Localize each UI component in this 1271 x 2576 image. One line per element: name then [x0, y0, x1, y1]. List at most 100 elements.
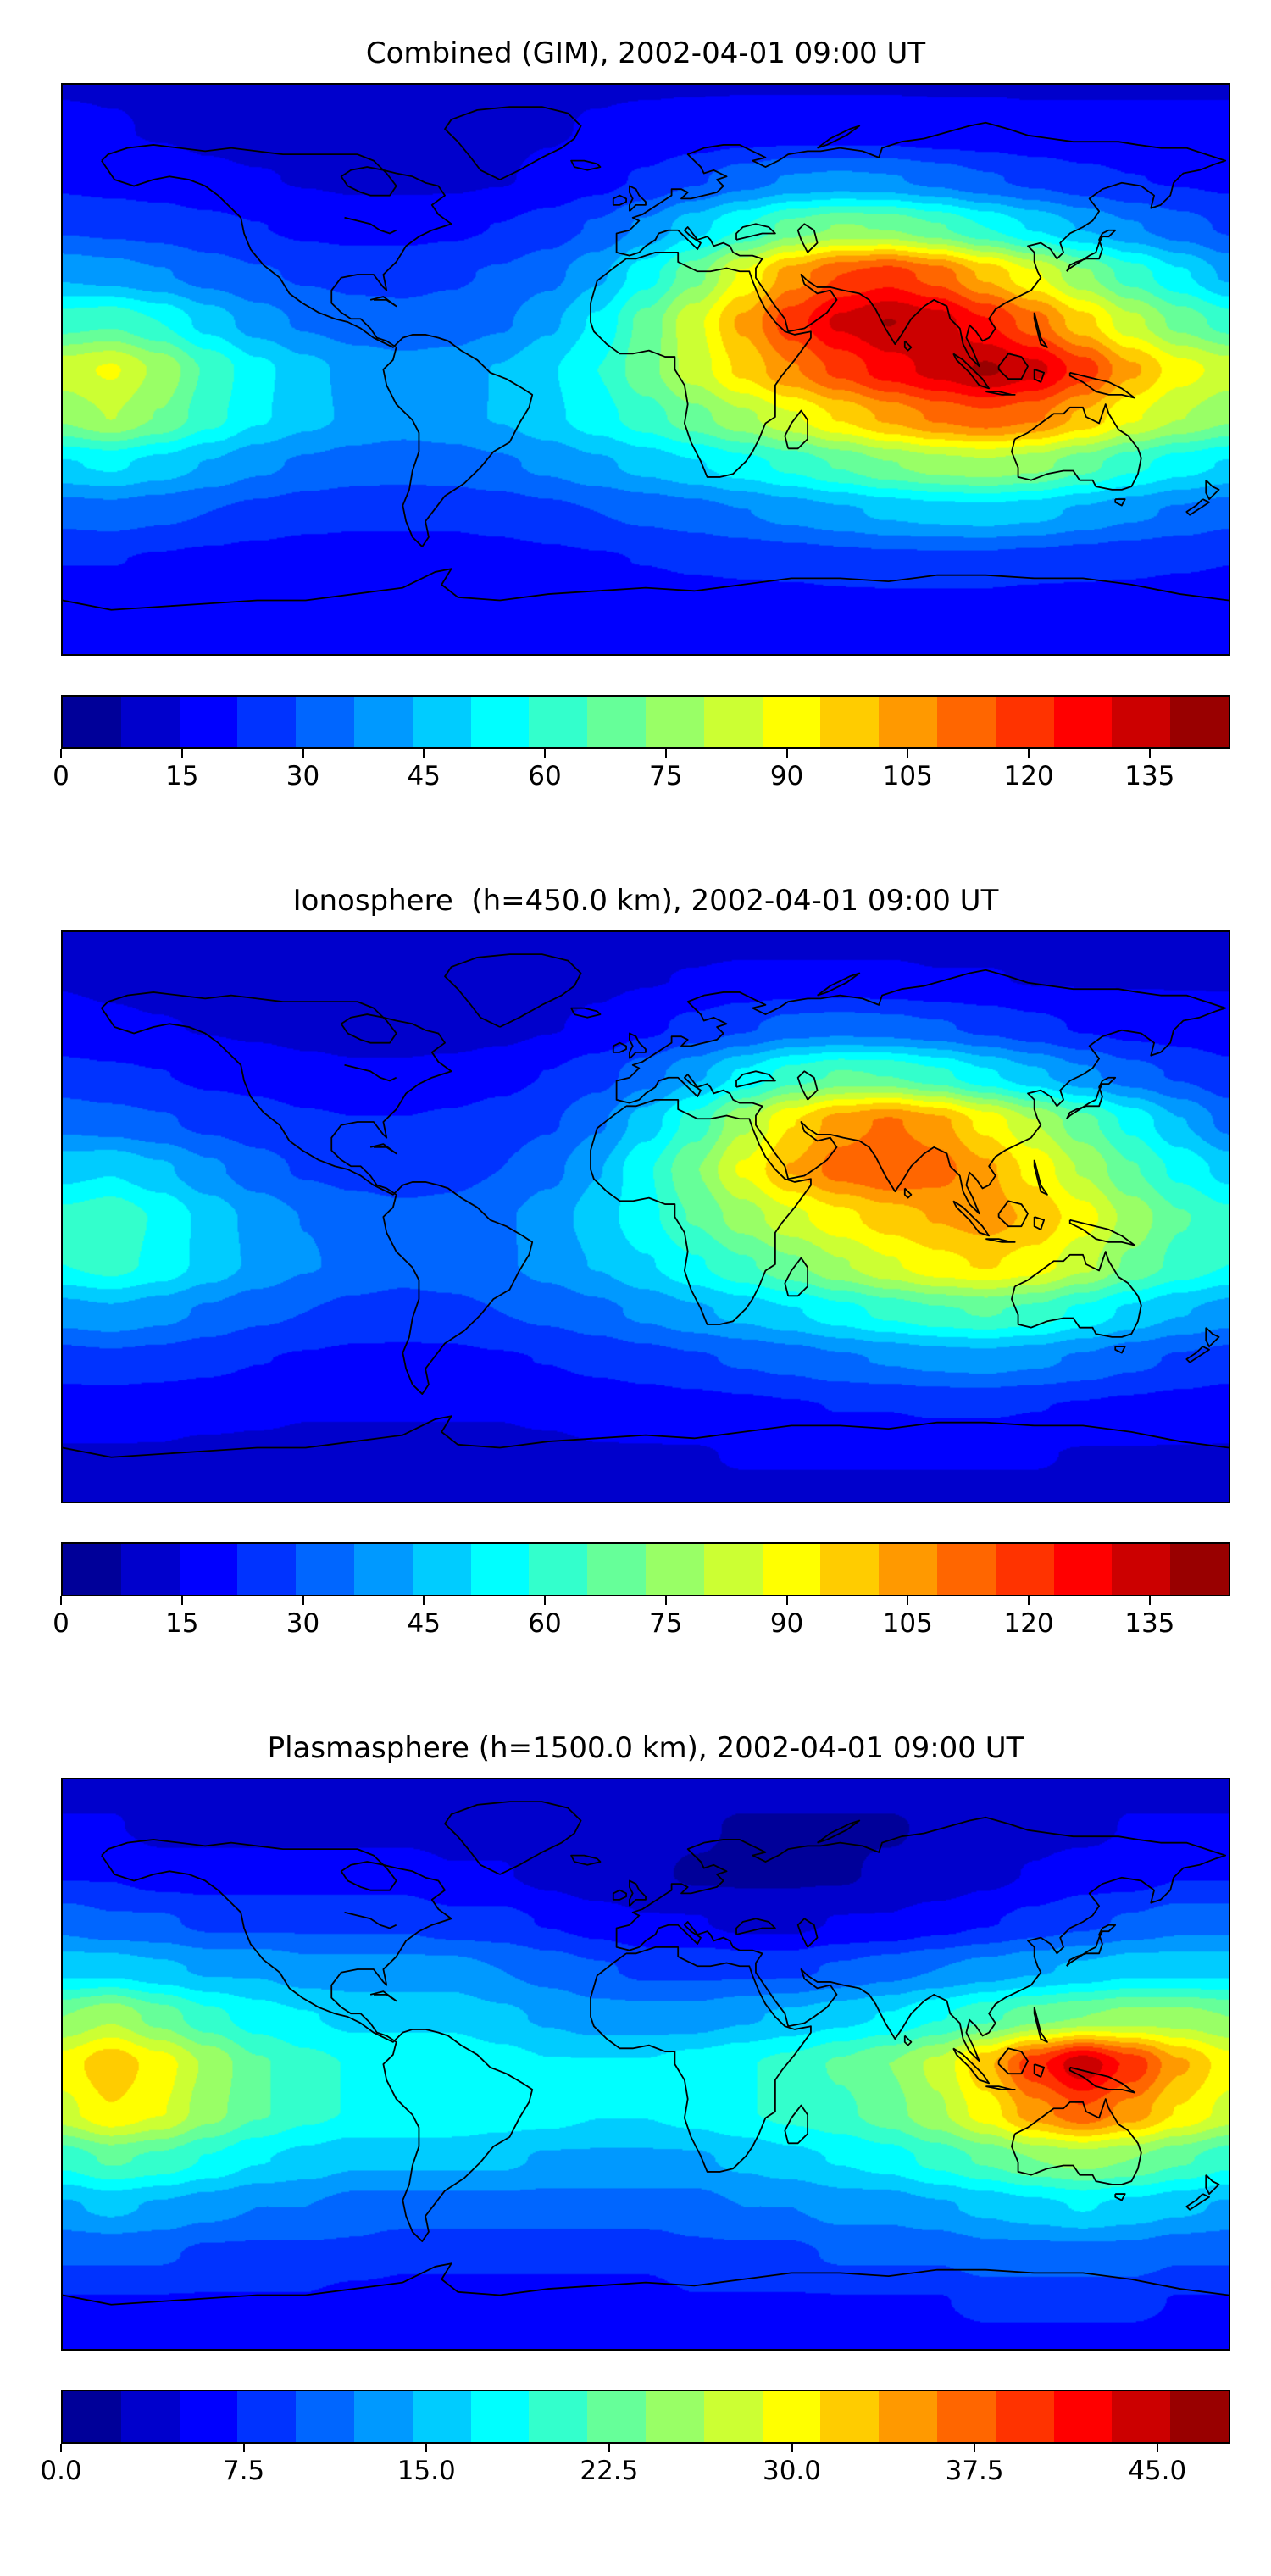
coastline-path: [1035, 1217, 1044, 1230]
colorbar-segment: [470, 1544, 530, 1595]
coastline-path: [1186, 2194, 1209, 2210]
colorbar-segment: [762, 1544, 821, 1595]
colorbar-segment: [645, 2391, 704, 2442]
colorbar-segment: [820, 1544, 880, 1595]
colorbar-tick-mark: [791, 2444, 793, 2452]
colorbar-segment: [1053, 1544, 1113, 1595]
colorbar-tick-mark: [1028, 1596, 1030, 1605]
coastline-path: [736, 1918, 775, 1935]
coastline-path: [571, 1008, 600, 1018]
coastline-path: [1206, 2175, 1218, 2194]
coastline-path: [630, 1033, 646, 1058]
colorbar-tick-mark: [1028, 749, 1030, 758]
coastline-path: [1206, 480, 1218, 499]
colorbar-segment: [762, 2391, 821, 2442]
colorbar-segment: [587, 2391, 646, 2442]
colorbar-tick-label: 15.0: [397, 2456, 456, 2486]
coastline-path: [1206, 1328, 1218, 1346]
coastline-path: [345, 1913, 397, 1929]
colorbar-segment: [63, 2391, 121, 2442]
colorbar-tick-mark: [180, 749, 183, 758]
colorbar-tick-mark: [544, 1596, 547, 1605]
coastline-path: [985, 1239, 1014, 1242]
coastline-path: [1070, 1220, 1135, 1246]
colorbar-area-ionosphere: 0 15 30 45 60 75 90 105 120 135: [53, 1542, 1230, 1644]
coastline-path: [370, 1991, 397, 2001]
coastline-path: [370, 297, 397, 306]
coastline-path: [630, 186, 646, 211]
colorbar-tick-label: 75: [649, 761, 683, 791]
colorbar-segment: [470, 697, 530, 747]
coastline-path: [1035, 2007, 1047, 2042]
coastline-path: [1012, 2099, 1141, 2185]
colorbar-segment: [1112, 1544, 1171, 1595]
colorbar-segment: [296, 697, 354, 747]
colorbar-tick-label: 105: [882, 1608, 933, 1639]
colorbar-segment: [936, 1544, 996, 1595]
map-plasmasphere: [61, 1778, 1230, 2351]
colorbar-segment: [529, 697, 588, 747]
colorbar-tick-mark: [60, 1596, 62, 1605]
colorbar-tick-mark: [785, 749, 788, 758]
colorbar-ticks-combined: 0 15 30 45 60 75 90 105 120 135: [53, 749, 1230, 797]
colorbar-tick-label: 0: [53, 1608, 69, 1639]
coastline-path: [999, 2048, 1028, 2074]
colorbar-tick-mark: [242, 2444, 245, 2452]
coastline-path: [1070, 373, 1135, 398]
colorbar-tick-mark: [302, 749, 304, 758]
coastline-path: [1115, 1346, 1124, 1352]
colorbar-segment: [296, 1544, 354, 1595]
colorbar-segment: [529, 1544, 588, 1595]
colorbar-tick-mark: [60, 2444, 62, 2452]
coastline-path: [630, 1880, 646, 1906]
coastline-path: [617, 123, 1226, 366]
coastline-path: [445, 1802, 581, 1874]
colorbar-segment: [936, 697, 996, 747]
colorbar-segment: [1053, 697, 1113, 747]
colorbar-segment: [353, 2391, 413, 2442]
coastline-path: [63, 569, 1229, 610]
panel-combined-title: Combined (GIM), 2002-04-01 09:00 UT: [365, 36, 926, 70]
colorbar-tick-label: 15: [165, 761, 199, 791]
colorbar-segment: [237, 2391, 297, 2442]
colorbar-segment: [703, 2391, 763, 2442]
colorbar-segment: [412, 697, 471, 747]
coastline-path: [1067, 1078, 1115, 1119]
colorbar-segment: [353, 1544, 413, 1595]
colorbar-segment: [995, 697, 1054, 747]
coastline-path: [905, 341, 912, 350]
colorbar-tick-label: 22.5: [580, 2456, 639, 2486]
coastline-path: [1067, 1925, 1115, 1967]
colorbar-segment: [645, 697, 704, 747]
colorbar-tick-label: 120: [1003, 761, 1054, 791]
colorbar-tick-label: 75: [649, 1608, 683, 1639]
colorbar-tick-label: 30: [286, 761, 320, 791]
coastline-path: [736, 1071, 775, 1087]
coastline-path: [905, 2035, 912, 2045]
coastline-path: [617, 1818, 1226, 2061]
colorbar-ionosphere: [61, 1542, 1230, 1596]
coastline-path: [1186, 499, 1209, 515]
colorbar-segment: [470, 2391, 530, 2442]
colorbar-segment: [995, 1544, 1054, 1595]
colorbar-segment: [63, 697, 121, 747]
coastline-path: [798, 224, 818, 253]
coastline-path: [999, 1201, 1028, 1226]
coastline-path: [63, 1416, 1229, 1457]
colorbar-tick-label: 45.0: [1128, 2456, 1187, 2486]
coastline-path: [1035, 2064, 1044, 2077]
coastline-path: [613, 196, 626, 205]
colorbar-tick-label: 135: [1124, 761, 1175, 791]
map-ionosphere: [61, 930, 1230, 1503]
coastline-path: [571, 1856, 600, 1865]
colorbar-tick-label: 0: [53, 761, 69, 791]
coastline-path: [102, 992, 532, 1394]
coastline-path: [736, 224, 775, 240]
coastline-path: [102, 145, 532, 547]
colorbar-segment: [353, 697, 413, 747]
colorbar-segment: [179, 697, 238, 747]
coastlines-overlay: [63, 85, 1229, 654]
colorbar-tick-label: 120: [1003, 1608, 1054, 1639]
coastline-path: [591, 253, 811, 477]
coastline-path: [785, 1258, 808, 1296]
